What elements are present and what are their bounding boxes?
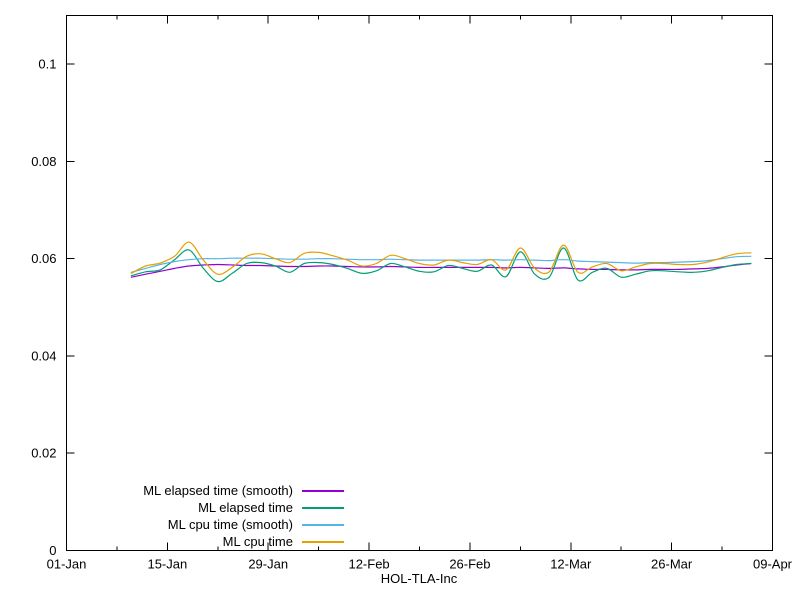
x-axis-title: HOL-TLA-Inc [380, 571, 458, 586]
legend-line-sample [302, 506, 344, 509]
legend-label: ML cpu time [222, 534, 293, 549]
x-tick-label: 12-Feb [348, 557, 389, 572]
plot-border [66, 15, 773, 551]
chart-legend: ML elapsed time (smooth) ML elapsed time… [98, 482, 344, 550]
y-tick-label: 0.08 [31, 154, 56, 169]
legend-entry: ML cpu time [98, 533, 344, 550]
series-line-ml-elapsed-time [130, 247, 752, 283]
x-tick-label: 29-Jan [248, 557, 288, 572]
x-tick-label: 12-Mar [550, 557, 592, 572]
legend-line-sample [302, 489, 344, 492]
x-tick-label: 01-Jan [47, 557, 87, 572]
legend-line-sample [302, 540, 344, 543]
y-tick-label: 0.06 [31, 251, 56, 266]
legend-label: ML elapsed time (smooth) [143, 483, 293, 498]
y-tick-label: 0.04 [31, 348, 56, 363]
legend-label: ML cpu time (smooth) [167, 517, 293, 532]
series-line-ml-elapsed-time-smooth- [130, 262, 752, 278]
legend-line-sample [302, 523, 344, 526]
x-tick-label: 15-Jan [147, 557, 187, 572]
x-tick-label: 09-Apr [753, 557, 793, 572]
legend-label: ML elapsed time [198, 500, 293, 515]
legend-entry: ML elapsed time (smooth) [98, 482, 344, 499]
legend-entry: ML cpu time (smooth) [98, 516, 344, 533]
series-line-ml-cpu-time-smooth- [130, 255, 752, 273]
y-tick-label: 0.02 [31, 446, 56, 461]
legend-entry: ML elapsed time [98, 499, 344, 516]
x-tick-label: 26-Mar [651, 557, 693, 572]
y-tick-label: 0.1 [38, 57, 56, 72]
x-tick-label: 26-Feb [449, 557, 490, 572]
series-line-ml-cpu-time [130, 241, 752, 276]
y-tick-label: 0 [49, 543, 56, 558]
